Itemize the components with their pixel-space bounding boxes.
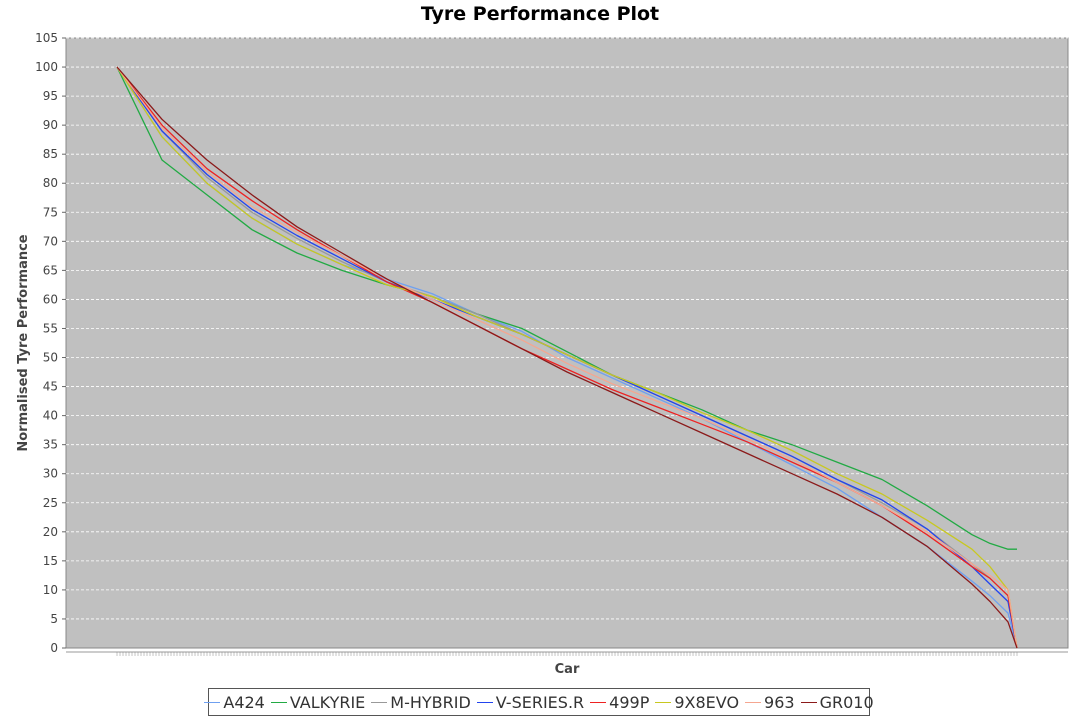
legend-item: 963 (745, 693, 795, 712)
legend-swatch (590, 701, 607, 703)
series-line-499p (116, 66, 1018, 649)
legend-label: A424 (223, 692, 265, 712)
series-line-9x8evo (116, 66, 1018, 649)
legend-item: V-SERIES.R (476, 692, 585, 712)
legend-label: M-HYBRID (390, 692, 471, 712)
y-tick-label: 45 (43, 380, 58, 394)
y-tick-label: 15 (43, 554, 58, 568)
legend-swatch (270, 701, 287, 703)
y-tick-label: 35 (43, 438, 58, 452)
legend-item: 499P (590, 693, 649, 712)
x-axis-label: Car (555, 662, 580, 677)
chart-title: Tyre Performance Plot (420, 3, 660, 25)
legend-swatch (476, 701, 493, 703)
plot-area (65, 37, 1069, 649)
legend-label: GR010 (819, 692, 874, 712)
legend-label: VALKYRIE (289, 692, 366, 712)
legend-swatch (204, 701, 221, 703)
legend-item: VALKYRIE (270, 692, 366, 712)
y-tick-label: 70 (43, 234, 58, 248)
y-tick-label: 25 (43, 496, 58, 510)
chart-legend: A424 VALKYRIE M-HYBRID V-SERIES.R 499P 9X8EVO… (204, 688, 874, 716)
y-tick-label: 65 (43, 263, 58, 277)
y-tick-label: 55 (43, 321, 58, 335)
legend-swatch (745, 701, 762, 703)
y-tick-label: 40 (43, 409, 58, 423)
legend-item: 9X8EVO (655, 693, 739, 712)
y-tick-label: 0 (50, 641, 58, 655)
y-tick-label: 100 (35, 60, 58, 74)
series-line-963 (116, 66, 1018, 649)
legend-swatch (800, 701, 817, 703)
y-tick-label: 85 (43, 147, 58, 161)
y-tick-label: 95 (43, 89, 58, 103)
legend-label: V-SERIES.R (495, 692, 585, 712)
y-tick-label: 5 (50, 612, 58, 626)
legend-label: 499P (609, 692, 650, 712)
y-tick-label: 75 (43, 205, 58, 219)
y-tick-label: 105 (35, 31, 58, 45)
legend-swatch (371, 701, 388, 703)
y-tick-label: 80 (43, 176, 58, 190)
legend-item: M-HYBRID (371, 693, 471, 712)
legend-swatch (655, 701, 672, 703)
legend-label: 963 (764, 692, 795, 712)
legend-item: A424 (204, 692, 265, 712)
y-tick-label: 90 (43, 118, 58, 132)
y-tick-label: 60 (43, 292, 58, 306)
series-line-gr010 (116, 66, 1018, 649)
y-tick-label: 20 (43, 525, 58, 539)
y-tick-label: 30 (43, 467, 58, 481)
y-tick-label: 50 (43, 351, 58, 365)
x-ticks (116, 652, 1018, 656)
legend-item: GR010 (800, 692, 874, 712)
legend-label: 9X8EVO (674, 692, 740, 712)
y-axis-label: Normalised Tyre Performance (16, 234, 31, 451)
y-tick-label: 10 (43, 583, 58, 597)
